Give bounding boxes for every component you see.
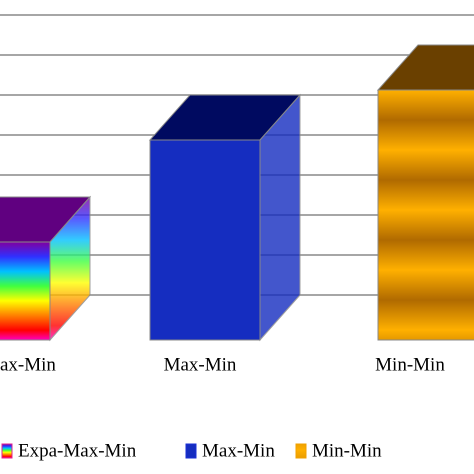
bar-top — [376, 44, 474, 91]
bar — [376, 44, 474, 341]
bar-front — [149, 139, 261, 341]
bar — [0, 195, 92, 342]
legend-swatch — [295, 443, 307, 459]
bar-front — [0, 241, 51, 341]
x-tick-label: Min-Min — [375, 354, 445, 375]
x-tick-label: Max-Min — [164, 354, 237, 375]
legend-swatch — [1, 443, 13, 459]
legend-label: Min-Min — [312, 440, 382, 461]
x-tick-label: ax-Min — [0, 354, 56, 375]
legend-label: Expa-Max-Min — [18, 440, 137, 461]
legend-swatch — [185, 443, 197, 459]
bar-front — [377, 89, 474, 341]
legend-label: Max-Min — [202, 440, 275, 461]
bars — [0, 44, 474, 342]
bar — [148, 93, 302, 342]
